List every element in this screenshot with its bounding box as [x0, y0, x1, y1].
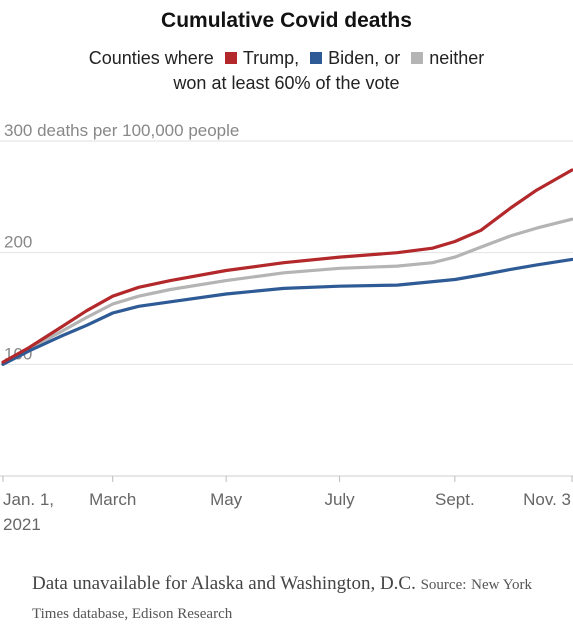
legend-label-neither: neither — [429, 48, 485, 68]
x-tick-label-march: March — [89, 490, 136, 509]
y-tick-label-200: 200 — [4, 233, 32, 252]
source-label: Source: — [420, 577, 467, 593]
x-tick-label-jan-1: Jan. 1, — [3, 490, 54, 509]
legend-line-2: won at least 60% of the vote — [173, 73, 400, 93]
x-tick-label-may: May — [210, 490, 243, 509]
legend-label-trump: Trump, — [242, 48, 300, 68]
x-tick-label-july: July — [324, 490, 355, 509]
chart-notes: Data unavailable for Alaska and Washingt… — [32, 570, 552, 628]
series-line-trump — [1, 168, 573, 364]
footnote: Data unavailable for Alaska and Washingt… — [32, 570, 552, 628]
legend: Counties where Trump, Biden, or neither … — [0, 46, 573, 96]
legend-swatch-neither — [411, 52, 424, 64]
y-tick-label-300: 300 deaths per 100,000 people — [4, 121, 239, 140]
legend-swatch-biden — [310, 52, 323, 64]
series-line-neither — [1, 217, 573, 365]
legend-label-biden: Biden, or — [328, 48, 401, 68]
legend-swatch-trump — [224, 52, 237, 64]
x-tick-label-nov-3: Nov. 3 — [523, 490, 571, 509]
legend-line-1: Counties where Trump, Biden, or neither — [0, 46, 573, 71]
source-text: New York Times database, Edison Research — [32, 577, 533, 622]
series-line-biden-or — [1, 257, 573, 366]
footnote-text: Data unavailable for Alaska and Washingt… — [32, 573, 416, 594]
x-tick-label-year: 2021 — [3, 515, 41, 534]
legend-prefix: Counties where — [88, 48, 214, 68]
chart-title: Cumulative Covid deaths — [161, 9, 412, 32]
x-tick-label-sept: Sept. — [435, 490, 475, 509]
